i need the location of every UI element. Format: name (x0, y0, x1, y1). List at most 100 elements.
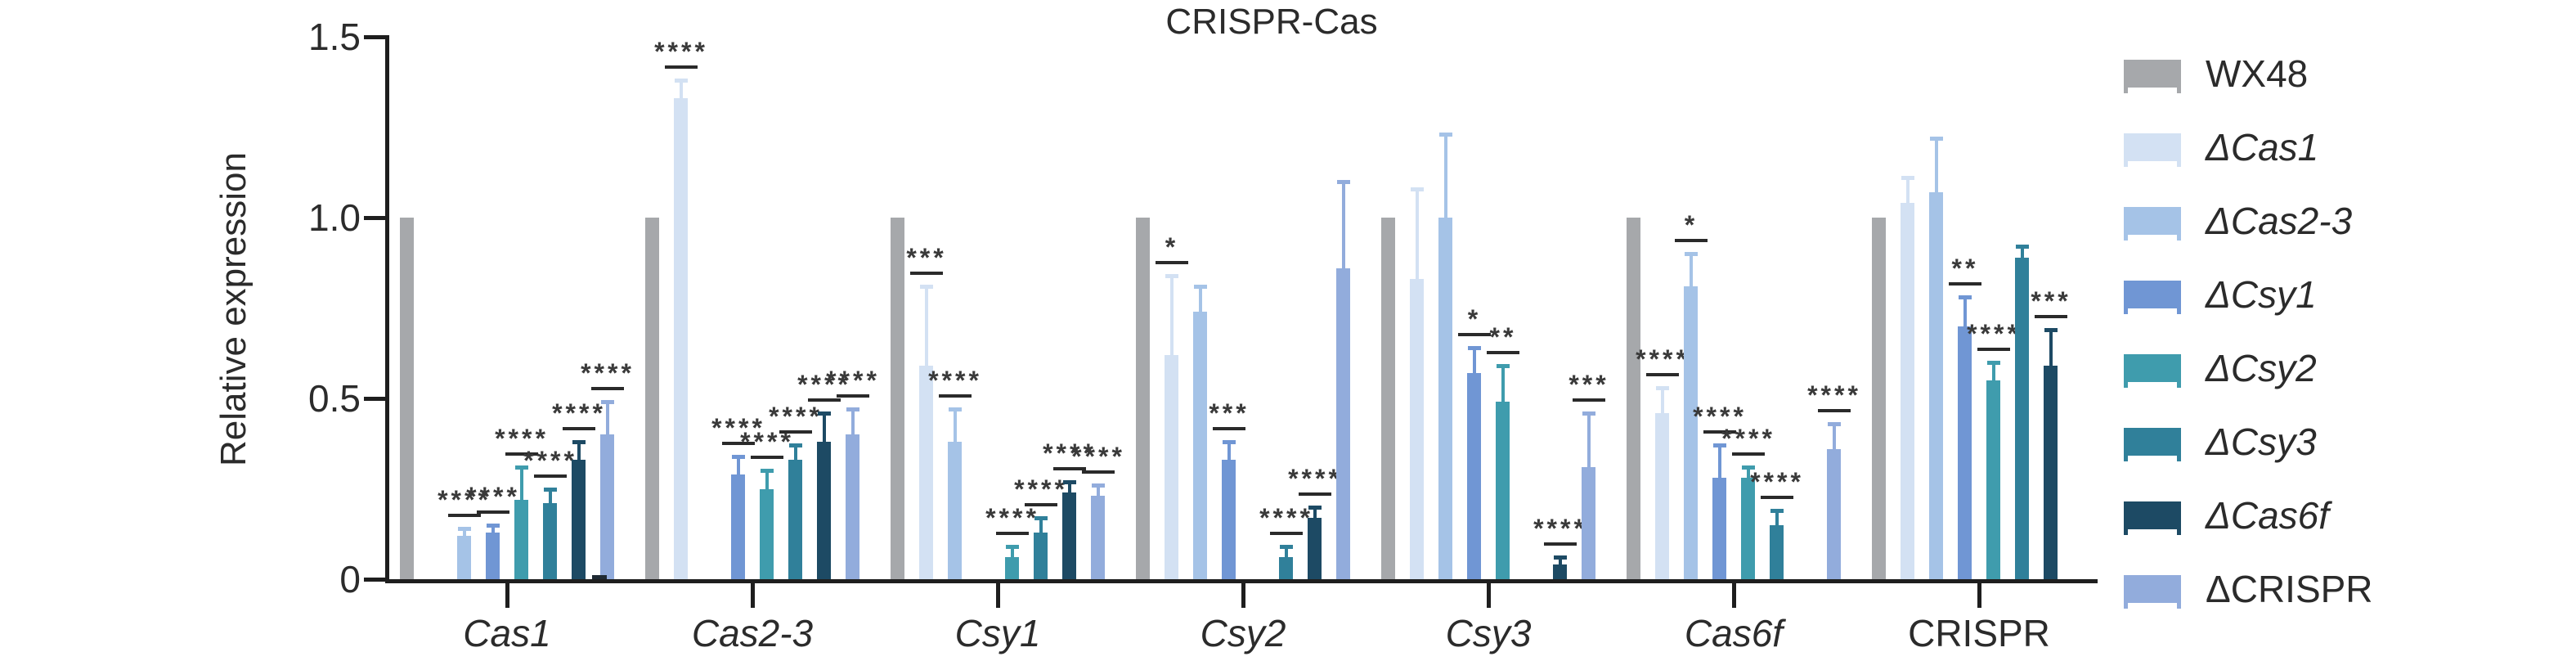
bar (1827, 449, 1841, 579)
bar (572, 460, 586, 579)
legend-swatch-foot (2177, 529, 2181, 535)
significance-line (1818, 409, 1851, 412)
error-bar (549, 489, 552, 503)
bar (1438, 218, 1452, 579)
error-bar (1313, 507, 1317, 518)
error-bar (1587, 413, 1591, 467)
legend-swatch (2124, 575, 2181, 609)
significance-line (1646, 373, 1679, 376)
significance-line (591, 387, 624, 390)
significance-stars: **** (711, 413, 765, 443)
bar (1770, 525, 1784, 579)
significance-line (1732, 452, 1765, 456)
error-cap (1308, 506, 1322, 510)
legend-swatch-foot (2177, 382, 2181, 388)
y-tick-label: 1.0 (308, 196, 361, 239)
bar (1553, 564, 1567, 579)
error-bar (794, 445, 797, 460)
bar (1741, 478, 1755, 579)
bar (400, 218, 414, 579)
error-cap (1713, 443, 1726, 447)
legend-swatch (2124, 501, 2181, 535)
significance-stars: **** (466, 482, 520, 511)
significance-stars: **** (1533, 514, 1587, 543)
error-bar (1416, 189, 1419, 279)
legend-swatch-foot (2124, 456, 2128, 461)
bar (760, 489, 774, 579)
legend-label: ΔCsy3 (2206, 420, 2317, 463)
error-cap (2044, 328, 2058, 332)
legend-swatch-foot (2124, 529, 2128, 535)
error-cap (789, 443, 802, 447)
significance-stars: **** (1693, 402, 1747, 431)
legend-swatch-foot (2124, 161, 2128, 167)
legend-swatch-foot (2124, 235, 2128, 241)
significance-stars: **** (1967, 319, 2021, 348)
legend-swatch (2124, 207, 2181, 241)
legend-swatch-foot (2177, 88, 2181, 93)
error-bar (577, 442, 581, 460)
error-cap (1959, 295, 1972, 299)
error-bar (1690, 254, 1693, 286)
significance-line (1703, 430, 1736, 434)
significance-stars: **** (1014, 474, 1068, 504)
bar (2015, 258, 2029, 579)
error-cap (1582, 411, 1595, 416)
bar (1958, 326, 1972, 579)
bar (543, 503, 557, 579)
error-cap (1497, 364, 1510, 368)
significance-line (2035, 315, 2067, 318)
legend-swatch (2124, 60, 2181, 93)
error-bar (1473, 348, 1476, 373)
bar (1467, 373, 1481, 579)
significance-line (996, 532, 1029, 535)
significance-line (1299, 492, 1331, 496)
x-category-label: CRISPR (1908, 612, 2050, 654)
bar (1901, 203, 1914, 579)
significance-line (1082, 470, 1115, 474)
legend-label: ΔCas6f (2206, 494, 2330, 537)
significance-stars: **** (552, 398, 606, 428)
significance-stars: **** (1071, 442, 1125, 471)
error-bar (1963, 297, 1967, 326)
x-tick (505, 583, 509, 608)
error-bar (737, 456, 740, 474)
bar (817, 442, 831, 579)
bar (1627, 218, 1640, 579)
error-bar (1992, 362, 1995, 380)
significance-stars: **** (438, 485, 491, 515)
legend-swatch-foot (2124, 603, 2128, 609)
y-tick (364, 578, 385, 582)
error-cap (818, 411, 831, 416)
error-cap (675, 79, 688, 83)
error-bar (1775, 510, 1779, 525)
significance-line (1487, 351, 1519, 354)
error-bar (1011, 546, 1014, 557)
x-category-label: Csy1 (954, 612, 1041, 654)
significance-line (1156, 261, 1188, 264)
bar (674, 98, 688, 579)
significance-stars: *** (1209, 398, 1250, 428)
significance-stars: *** (2031, 286, 2071, 316)
error-bar (1285, 546, 1288, 557)
error-bar (1661, 388, 1664, 413)
error-cap (1930, 137, 1943, 141)
significance-stars: * (1165, 232, 1179, 262)
significance-stars: *** (1568, 370, 1609, 399)
error-bar (1501, 366, 1505, 402)
bar (1684, 286, 1698, 579)
error-bar (1068, 482, 1071, 492)
bar (1655, 413, 1669, 579)
error-cap (1656, 386, 1669, 390)
bar (1165, 355, 1178, 579)
significance-line (448, 514, 481, 517)
bar (1986, 380, 2000, 579)
y-axis-line (385, 35, 389, 583)
error-cap (1468, 346, 1481, 350)
x-tick (1977, 583, 1981, 608)
legend-label: ΔCas2-3 (2206, 200, 2353, 242)
bar (1410, 279, 1424, 579)
error-cap (949, 407, 962, 411)
significance-line (722, 442, 755, 445)
significance-stars: **** (1807, 380, 1861, 410)
